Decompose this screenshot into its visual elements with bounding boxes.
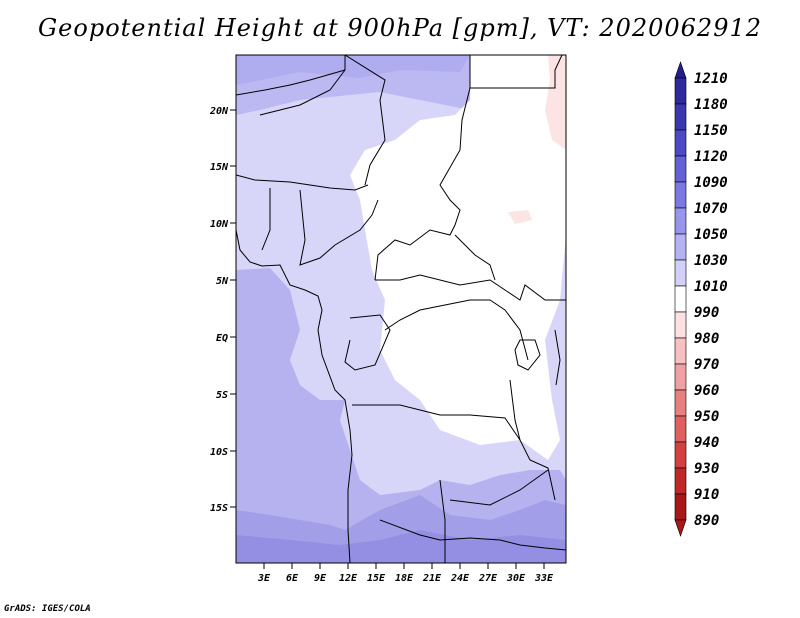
colorbar-swatch [674, 129, 687, 157]
colorbar-swatch [674, 181, 687, 209]
lat-tick-label: EQ [216, 333, 228, 344]
colorbar-level-label: 1050 [694, 227, 728, 243]
lon-tick-label: 33E [534, 573, 554, 584]
colorbar-level-label: 1090 [694, 175, 728, 191]
lon-tick-label: 27E [478, 573, 498, 584]
lat-tick-label: 15N [210, 162, 229, 173]
colorbar-level-label: 990 [694, 305, 719, 321]
lat-tick-label: 5N [216, 276, 229, 287]
lat-tick-label: 5S [216, 390, 228, 401]
colorbar-swatch [674, 467, 687, 495]
lat-tick-label: 10S [210, 447, 228, 458]
colorbar-swatch [674, 285, 687, 313]
lon-tick-label: 9E [314, 573, 327, 584]
colorbar-level-label: 980 [694, 331, 719, 347]
colorbar-level-label: 940 [694, 435, 719, 451]
colorbar-swatch [674, 77, 687, 105]
colorbar-level-label: 1120 [694, 149, 728, 165]
colorbar-level-label: 930 [694, 461, 719, 477]
colorbar-level-label: 1180 [694, 97, 728, 113]
lon-tick-label: 3E [257, 573, 271, 584]
lon-tick-label: 18E [395, 573, 414, 584]
colorbar-swatch [674, 493, 687, 521]
grads-credit: GrADS: IGES/COLA [4, 604, 91, 614]
colorbar-swatch [674, 363, 687, 391]
lon-tick-label: 15E [367, 573, 386, 584]
colorbar-level-label: 890 [694, 513, 719, 529]
colorbar-level-label: 1210 [694, 71, 728, 87]
colorbar-top-arrow [674, 61, 687, 79]
colorbar-swatch [674, 233, 687, 261]
colorbar-level-label: 950 [694, 409, 719, 425]
lon-tick-label: 6E [286, 573, 299, 584]
lon-tick-label: 24E [450, 573, 470, 584]
lat-tick-label: 15S [210, 503, 228, 514]
lon-tick-label: 12E [339, 573, 358, 584]
colorbar-level-label: 970 [694, 357, 719, 373]
colorbar-swatch [674, 389, 687, 417]
lat-tick-label: 10N [210, 219, 229, 230]
colorbar-swatch [674, 259, 687, 287]
lon-tick-label: 21E [422, 573, 442, 584]
map-frame [235, 54, 567, 564]
colorbar-level-label: 1030 [694, 253, 728, 269]
colorbar-swatch [674, 337, 687, 365]
colorbar-level-label: 1150 [694, 123, 728, 139]
colorbar-swatch [674, 155, 687, 183]
colorbar-level-label: 960 [694, 383, 719, 399]
colorbar-swatch [674, 207, 687, 235]
colorbar-level-label: 910 [694, 487, 719, 503]
colorbar-bottom-arrow [674, 519, 687, 537]
lat-tick-label: 20N [209, 106, 229, 117]
colorbar: 1210 1180 1150 1120 1090 1070 1050 1030 1010 990 9… [674, 61, 728, 537]
colorbar-level-label: 1070 [694, 201, 728, 217]
lon-axis: 3E 6E 9E 12E 15E 18E 21E 24E 27E 30E 33E [257, 563, 554, 584]
colorbar-swatch [674, 311, 687, 339]
height-field [236, 55, 566, 563]
colorbar-level-label: 1010 [694, 279, 728, 295]
map-title: Geopotential Height at 900hPa [gpm], VT:… [38, 14, 762, 42]
lon-tick-label: 30E [506, 573, 526, 584]
colorbar-swatch [674, 415, 687, 443]
colorbar-swatch [674, 441, 687, 469]
colorbar-swatch [674, 103, 687, 131]
lat-axis: 20N 15N 10N 5N EQ 5S 10S 15S [209, 106, 236, 514]
